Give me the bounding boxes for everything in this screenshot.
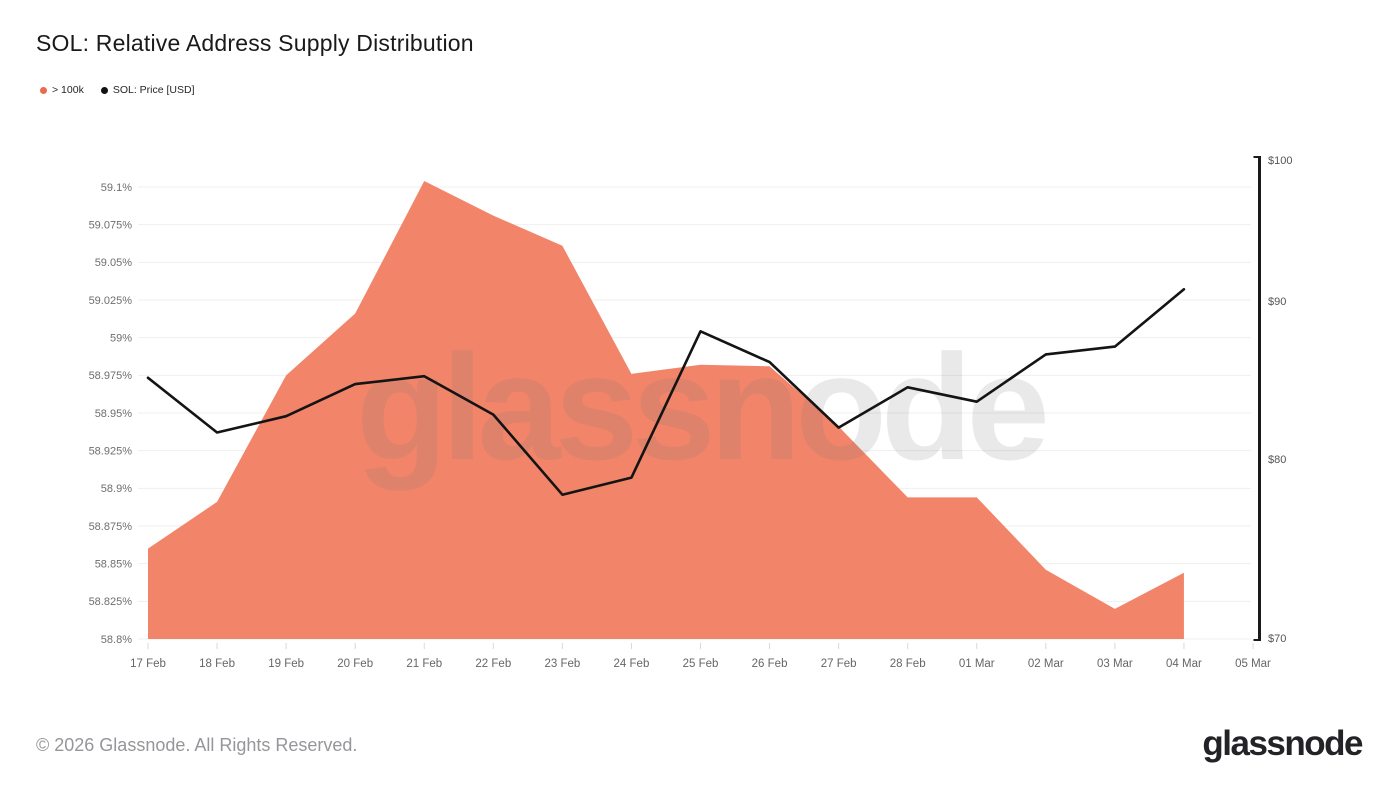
- x-axis-tick-label: 05 Mar: [1235, 658, 1271, 670]
- y-axis-tick-label: 58.8%: [101, 634, 132, 646]
- y-axis-tick-label: 58.85%: [95, 559, 133, 571]
- y-axis-tick-label: 59%: [110, 333, 132, 345]
- x-axis-tick-label: 19 Feb: [268, 658, 304, 670]
- legend-dot-icon: [40, 86, 47, 94]
- legend-label: SOL: Price [USD]: [112, 84, 195, 96]
- y-axis-tick-label: 58.925%: [89, 446, 133, 458]
- y-axis-tick-label: 58.975%: [89, 370, 133, 382]
- supply-area-series[interactable]: [148, 180, 1184, 639]
- x-axis-tick-label: 17 Feb: [130, 658, 166, 670]
- x-axis-tick-label: 04 Mar: [1166, 658, 1202, 670]
- y-axis-tick-label: 58.875%: [89, 521, 133, 533]
- x-axis-tick-label: 22 Feb: [475, 658, 511, 670]
- x-axis-tick-label: 02 Mar: [1028, 658, 1064, 670]
- page-title: SOL: Relative Address Supply Distributio…: [36, 30, 474, 56]
- y-axis-tick-label: 59.1%: [101, 182, 132, 194]
- legend-item-line[interactable]: SOL: Price [USD]: [100, 84, 195, 96]
- x-axis-tick-label: 18 Feb: [199, 658, 235, 670]
- legend-item-area[interactable]: > 100k: [40, 84, 84, 96]
- x-axis-tick-label: 28 Feb: [890, 658, 926, 670]
- price-line-series[interactable]: [146, 287, 1186, 497]
- price-axis-tick-label: $80: [1268, 454, 1286, 466]
- y-axis-tick-label: 59.075%: [89, 220, 133, 232]
- price-axis-tick-label: $70: [1268, 633, 1286, 645]
- y-axis-tick-label: 58.9%: [101, 483, 132, 495]
- x-axis-tick-label: 21 Feb: [406, 658, 442, 670]
- price-axis-tick-label: $100: [1268, 155, 1292, 167]
- x-axis-tick-label: 24 Feb: [614, 658, 650, 670]
- y-axis-tick-label: 58.825%: [89, 596, 133, 608]
- x-axis-tick-label: 26 Feb: [752, 658, 788, 670]
- glassnode-logo: glassnode: [1202, 724, 1363, 763]
- watermark: glassnode: [356, 323, 1045, 491]
- price-axis-tick-label: $90: [1268, 296, 1286, 308]
- x-axis-tick-label: 03 Mar: [1097, 658, 1133, 670]
- y-axis-tick-label: 59.025%: [89, 295, 133, 307]
- x-axis-tick-label: 01 Mar: [959, 658, 995, 670]
- legend-dot-icon: [100, 86, 108, 94]
- copyright-text: © 2026 Glassnode. All Rights Reserved.: [36, 735, 358, 755]
- x-axis-tick-label: 23 Feb: [544, 658, 580, 670]
- x-axis-tick-label: 25 Feb: [683, 658, 719, 670]
- x-axis-tick-label: 20 Feb: [337, 658, 373, 670]
- y-axis-tick-label: 58.95%: [95, 408, 133, 420]
- chart-legend: > 100k SOL: Price [USD]: [40, 84, 195, 96]
- y-axis-tick-label: 59.05%: [95, 257, 133, 269]
- legend-label: > 100k: [52, 84, 84, 96]
- x-axis-tick-label: 27 Feb: [821, 658, 857, 670]
